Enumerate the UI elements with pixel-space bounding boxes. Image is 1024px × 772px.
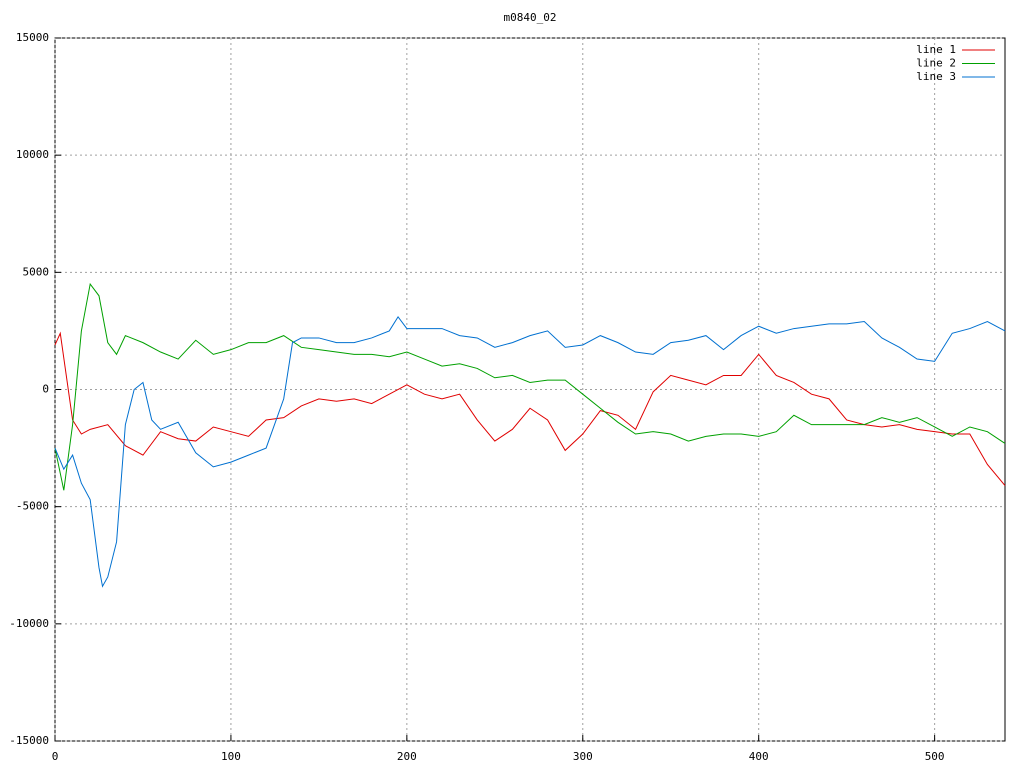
data-line (54, 282, 1006, 491)
y-tick-label: -10000 (9, 617, 49, 630)
x-tick-label: 500 (925, 750, 945, 763)
legend-label: line 2 (916, 57, 956, 70)
x-tick-label: 0 (52, 750, 59, 763)
x-tick-label: 200 (397, 750, 417, 763)
legend-label: line 1 (916, 43, 956, 56)
y-tick-label: 15000 (16, 31, 49, 44)
y-tick-label: -5000 (16, 500, 49, 513)
data-line (54, 315, 1006, 588)
x-tick-label: 400 (749, 750, 769, 763)
legend-label: line 3 (916, 70, 956, 83)
x-tick-label: 100 (221, 750, 241, 763)
chart-title: m0840_02 (504, 11, 557, 24)
y-tick-label: 10000 (16, 148, 49, 161)
y-tick-label: 0 (42, 383, 49, 396)
data-line (54, 331, 1006, 486)
y-tick-label: 5000 (23, 265, 50, 278)
y-tick-label: -15000 (9, 734, 49, 747)
x-tick-label: 300 (573, 750, 593, 763)
